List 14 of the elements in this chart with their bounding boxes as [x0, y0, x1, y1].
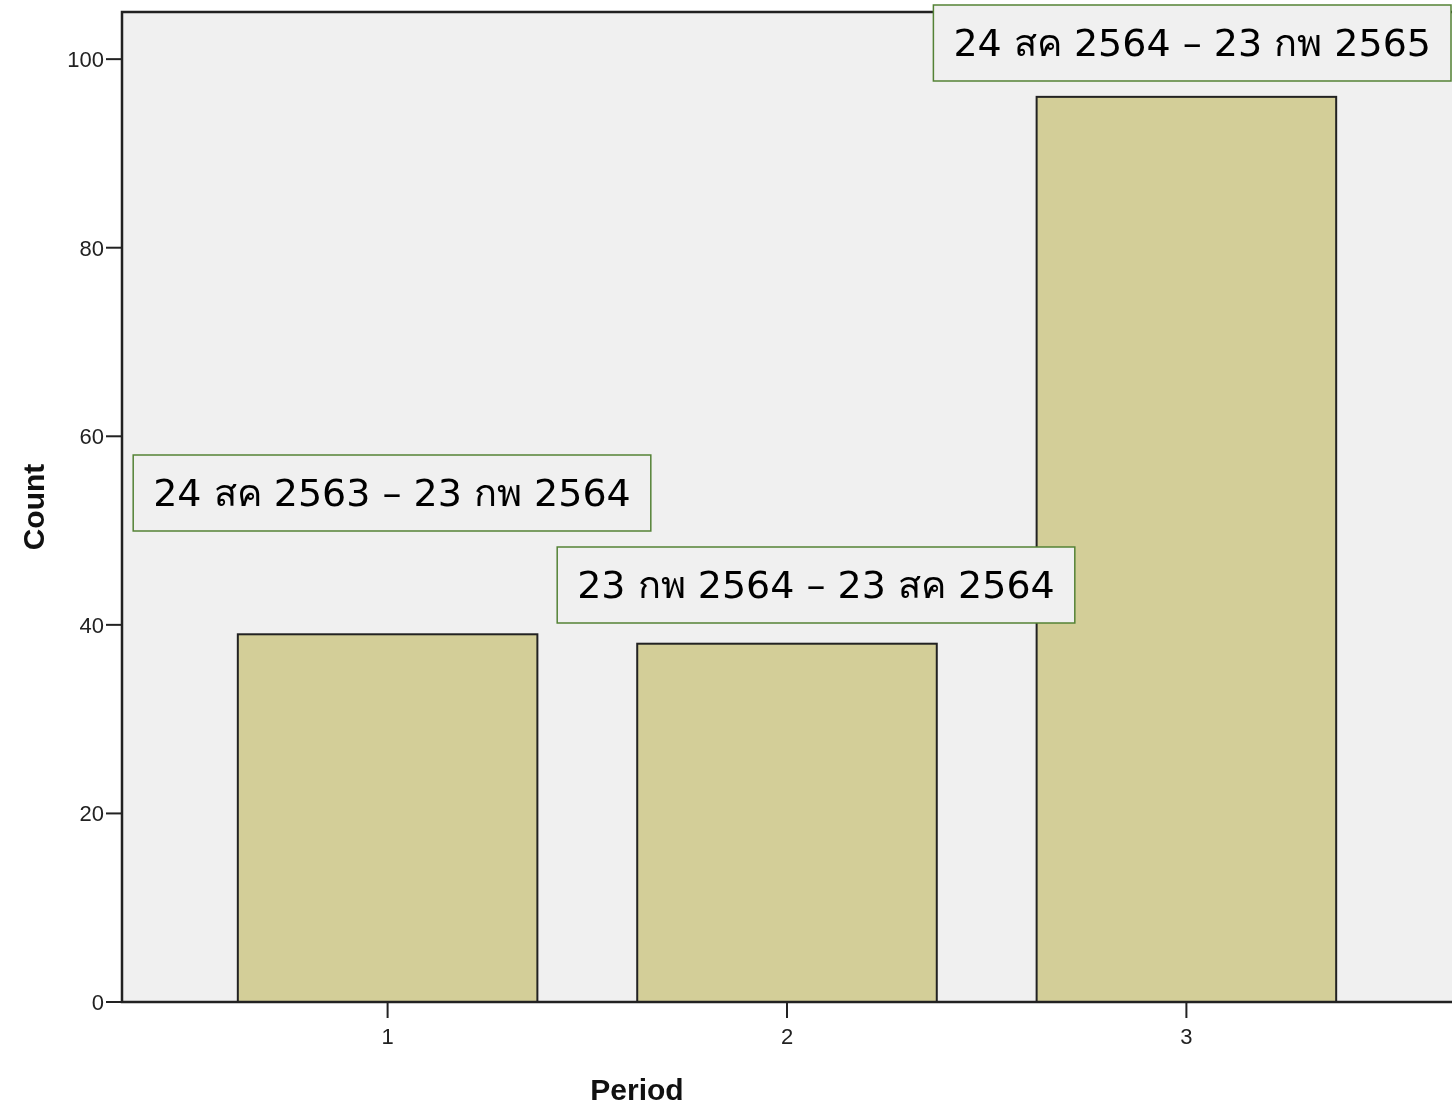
y-tick-label: 100: [67, 47, 104, 73]
y-axis-title: Count: [17, 463, 50, 551]
x-tick-label: 3: [1180, 1024, 1193, 1049]
x-tick-label: 2: [780, 1024, 794, 1049]
annotation: 23 กพ 2564 – 23 สค 2564: [577, 563, 1055, 607]
y-tick-label: 60: [79, 424, 104, 450]
annotation: 24 สค 2563 – 23 กพ 2564: [153, 471, 631, 515]
y-tick-label: 0: [91, 990, 104, 1015]
x-tick-label: 1: [381, 1024, 394, 1049]
y-tick-label: 40: [79, 612, 104, 638]
annotation: 24 สค 2564 – 23 กพ 2565: [953, 21, 1431, 65]
y-tick-label: 20: [79, 801, 104, 827]
x-axis-title: Period: [590, 1073, 684, 1106]
y-tick-label: 80: [79, 235, 104, 261]
